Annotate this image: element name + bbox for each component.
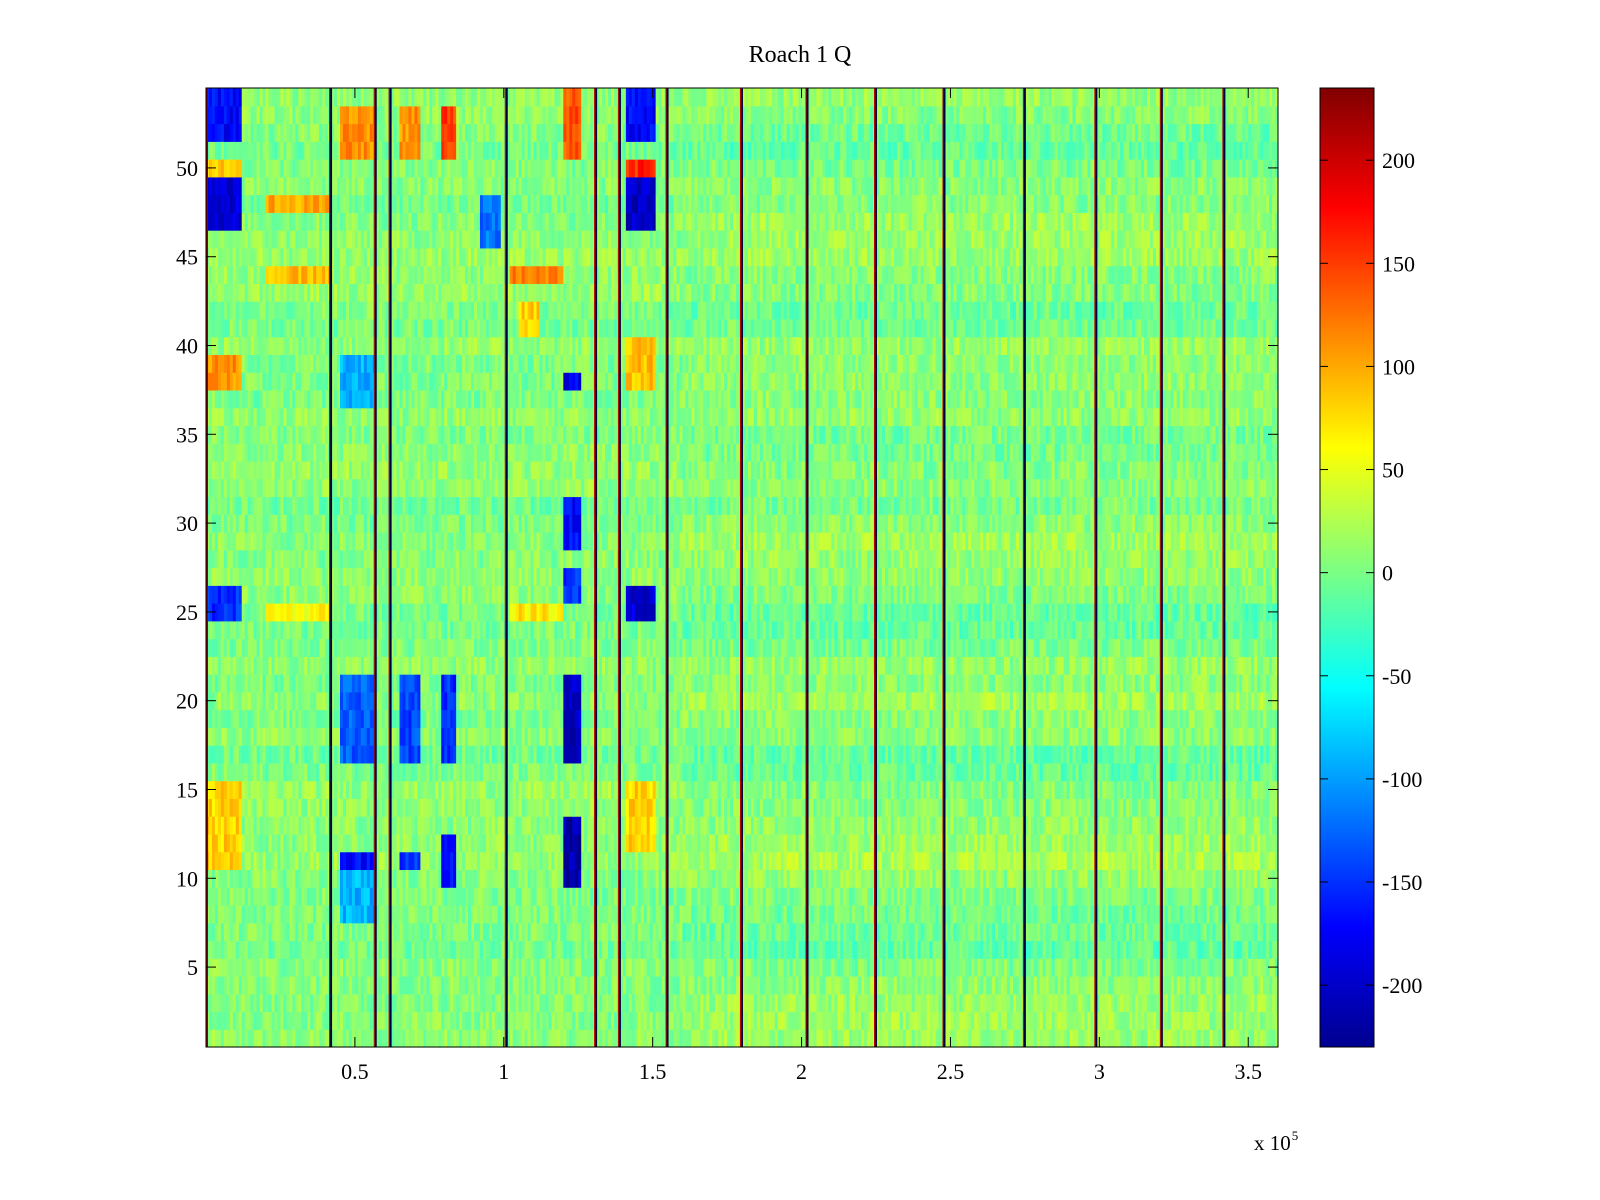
- figure: Roach 1 Q 0.5 1 1.5 2 2.5 3 3.5 5 10 15 20 25 30 35 4…: [0, 0, 1600, 1200]
